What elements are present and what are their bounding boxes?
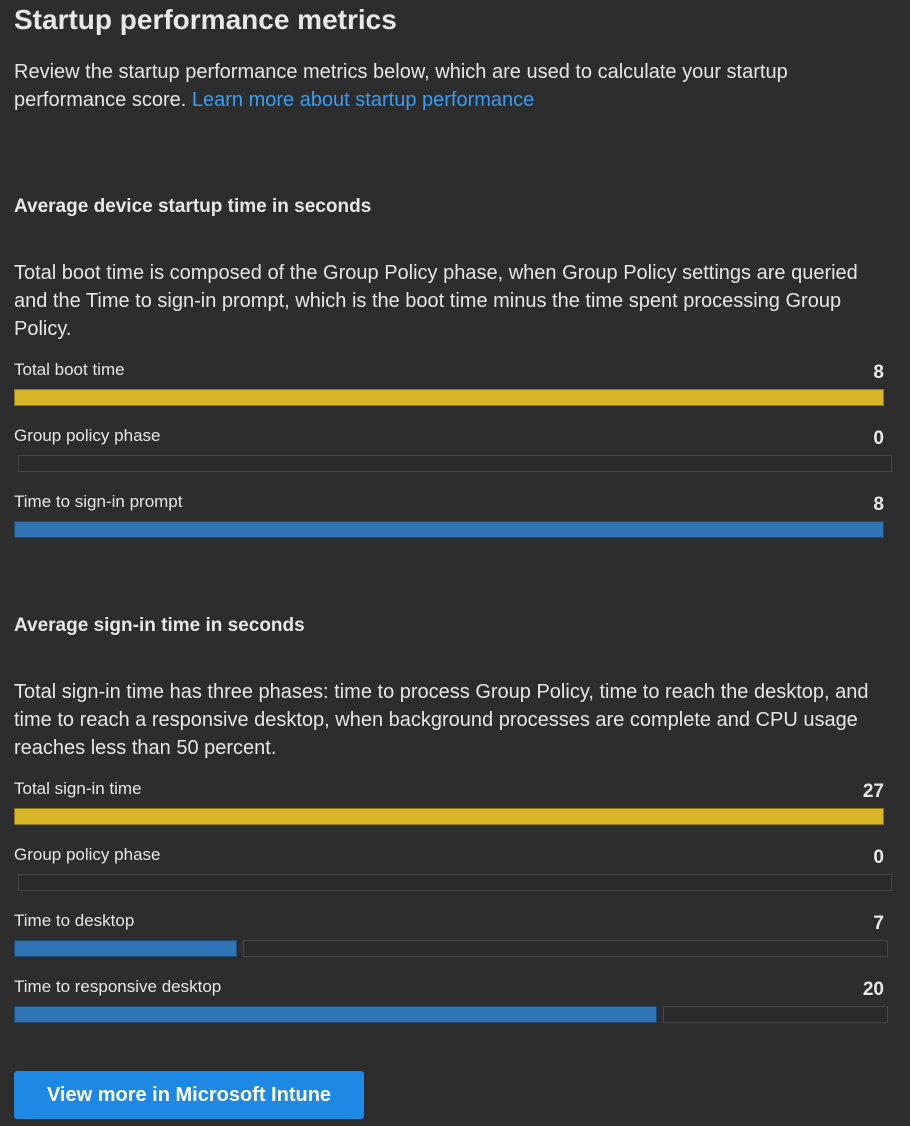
metric-label: Total boot time xyxy=(14,360,125,379)
metric-time-to-responsive-desktop: Time to responsive desktop 20 xyxy=(14,977,888,1037)
metric-value: 27 xyxy=(862,781,884,802)
metric-value: 8 xyxy=(873,494,884,515)
metric-value: 8 xyxy=(873,362,884,383)
bar-remainder xyxy=(18,455,892,472)
metric-total-sign-in-time: Total sign-in time 27 xyxy=(14,779,888,839)
page-title: Startup performance metrics xyxy=(14,4,397,35)
metric-label: Time to responsive desktop xyxy=(14,977,222,996)
bar-remainder xyxy=(18,874,892,891)
startup-section-description: Total boot time is composed of the Group… xyxy=(14,262,858,340)
view-more-intune-button[interactable]: View more in Microsoft Intune xyxy=(14,1071,364,1119)
metric-value: 0 xyxy=(873,428,884,449)
metric-value: 7 xyxy=(873,913,884,934)
metric-bar xyxy=(14,808,884,825)
bar-fill xyxy=(14,808,884,825)
metric-bar xyxy=(14,940,888,957)
bar-fill xyxy=(14,521,884,538)
metric-label: Time to desktop xyxy=(14,911,135,930)
bar-fill xyxy=(14,940,237,957)
intro-text: Review the startup performance metrics b… xyxy=(14,61,788,111)
intro-paragraph: Review the startup performance metrics b… xyxy=(14,58,874,114)
metric-bar xyxy=(14,389,884,406)
metric-total-boot-time: Total boot time 8 xyxy=(14,360,888,420)
bar-fill xyxy=(14,1006,657,1023)
learn-more-link[interactable]: Learn more about startup performance xyxy=(191,89,535,111)
bar-remainder xyxy=(243,940,888,957)
metric-group-policy-phase-signin: Group policy phase 0 xyxy=(14,845,892,905)
metric-bar xyxy=(14,1006,888,1023)
startup-section-heading: Average device startup time in seconds xyxy=(14,196,372,217)
metric-label: Group policy phase xyxy=(14,845,161,864)
metric-bar xyxy=(14,521,884,538)
metric-label: Time to sign-in prompt xyxy=(14,492,183,511)
metric-time-to-desktop: Time to desktop 7 xyxy=(14,911,888,971)
metric-value: 0 xyxy=(873,847,884,868)
bar-fill xyxy=(14,389,884,406)
signin-section-description: Total sign-in time has three phases: tim… xyxy=(14,681,869,759)
metric-time-to-sign-in-prompt: Time to sign-in prompt 8 xyxy=(14,492,888,552)
signin-section-heading: Average sign-in time in seconds xyxy=(14,615,305,636)
bar-remainder xyxy=(663,1006,888,1023)
metric-group-policy-phase: Group policy phase 0 xyxy=(14,426,892,486)
metric-bar xyxy=(14,455,892,472)
metric-label: Group policy phase xyxy=(14,426,161,445)
metric-value: 20 xyxy=(862,979,884,1000)
metric-label: Total sign-in time xyxy=(14,779,142,798)
metric-bar xyxy=(14,874,892,891)
